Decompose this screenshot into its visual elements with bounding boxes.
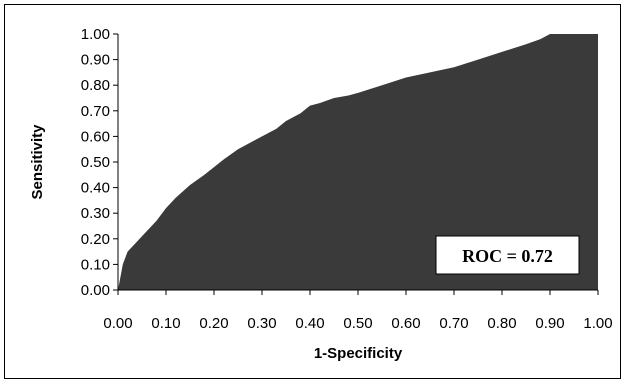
y-tick-label: 0.70 [81,103,110,120]
x-tick-label: 0.80 [487,315,516,332]
x-tick-label: 0.30 [247,315,276,332]
y-tick-label: 0.80 [81,77,110,94]
y-tick-label: 0.90 [81,52,110,69]
y-tick-label: 0.00 [81,282,110,299]
y-tick-label: 1.00 [81,26,110,43]
y-tick-label: 0.60 [81,128,110,145]
y-tick-label: 0.10 [81,256,110,273]
x-tick-label: 0.60 [391,315,420,332]
annotation-background [435,235,580,275]
y-tick-label: 0.20 [81,231,110,248]
x-tick-label: 0.50 [343,315,372,332]
roc-annotation: ROC = 0.72 [462,246,553,266]
x-tick-label: 0.00 [103,315,132,332]
roc-area [118,34,598,290]
x-tick-label: 0.90 [535,315,564,332]
y-tick-label: 0.50 [81,154,110,171]
y-tick-label: 0.30 [81,205,110,222]
roc-annotation-box: ROC = 0.72 [435,235,580,275]
y-axis-title: Sensitivity [29,124,46,200]
y-ticks: 0.00 0.10 0.20 0.30 0.40 0.50 0.60 0.70 0.80 0.90… [81,26,118,299]
x-tick-label: 0.70 [439,315,468,332]
x-axis-title: 1-Specificity [314,345,403,362]
y-tick-label: 0.40 [81,180,110,197]
x-tick-label: 0.10 [151,315,180,332]
x-tick-label: 0.40 [295,315,324,332]
x-ticks: 0.00 0.10 0.20 0.30 0.40 0.50 0.60 0.70 0.80 0.90… [103,290,613,332]
x-tick-label: 0.20 [199,315,228,332]
x-tick-label: 1.00 [583,315,612,332]
